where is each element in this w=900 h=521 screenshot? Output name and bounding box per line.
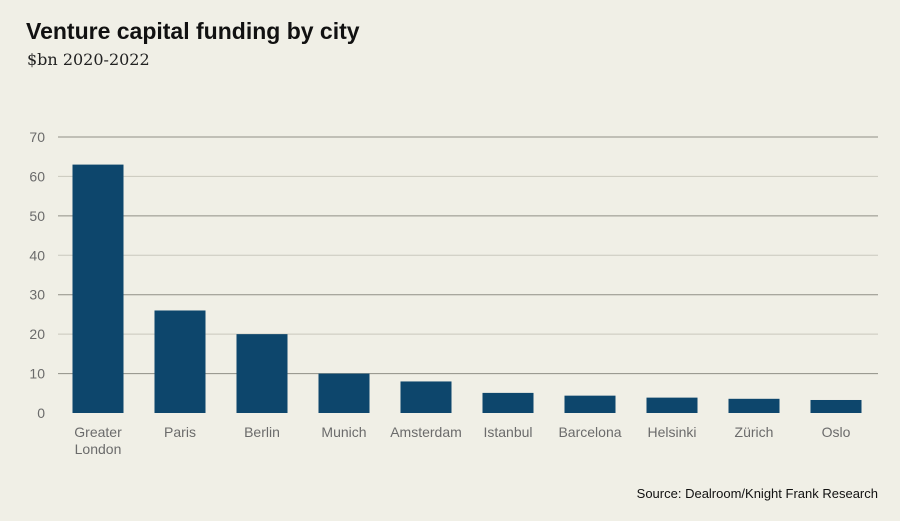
bar (564, 395, 616, 413)
x-tick-label: Berlin (244, 424, 280, 440)
bar (318, 373, 370, 413)
x-tick-label: Paris (164, 424, 196, 440)
y-axis-ticks: 0 10 20 30 40 50 60 70 (29, 129, 45, 421)
y-tick-label: 60 (29, 168, 45, 184)
x-tick-label: Munich (321, 424, 366, 440)
bar (810, 399, 862, 413)
bar (236, 334, 288, 413)
x-tick-label: Amsterdam (390, 424, 462, 440)
gridlines (58, 136, 878, 375)
y-tick-label: 10 (29, 366, 45, 382)
y-tick-label: 70 (29, 129, 45, 145)
bar (154, 310, 206, 413)
x-tick-label: Zürich (735, 424, 774, 440)
y-tick-label: 30 (29, 287, 45, 303)
bar (72, 164, 124, 413)
x-tick-label: Istanbul (483, 424, 532, 440)
bars (72, 164, 862, 413)
bar (400, 381, 452, 413)
x-tick-label: Helsinki (647, 424, 696, 440)
y-tick-label: 0 (37, 405, 45, 421)
source-note: Source: Dealroom/Knight Frank Research (636, 486, 878, 501)
bar (482, 392, 534, 413)
chart-subtitle: $bn 2020-2022 (27, 50, 150, 69)
bar (646, 397, 698, 413)
y-tick-label: 40 (29, 247, 45, 263)
y-tick-label: 50 (29, 208, 45, 224)
chart-title: Venture capital funding by city (26, 18, 360, 44)
x-axis-labels: Greater London Paris Berlin Munich Amsterdam I… (74, 424, 850, 457)
x-tick-label: Oslo (822, 424, 851, 440)
bar (728, 398, 780, 413)
x-tick-label: Greater London (74, 424, 122, 457)
y-tick-label: 20 (29, 326, 45, 342)
x-tick-label: Barcelona (558, 424, 621, 440)
